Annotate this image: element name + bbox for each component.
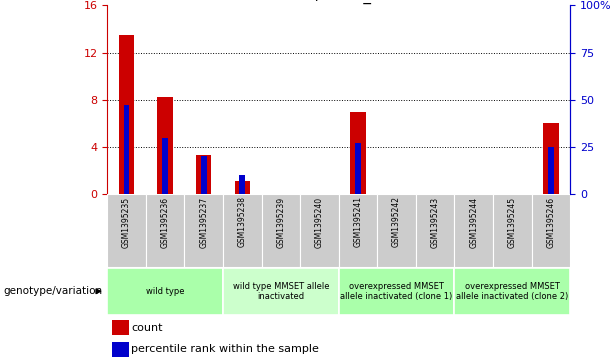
- Bar: [119, 35, 134, 194]
- Text: GSM1395238: GSM1395238: [238, 196, 247, 247]
- Bar: [355, 143, 361, 194]
- Text: GSM1395246: GSM1395246: [546, 196, 555, 248]
- Bar: [107, 268, 223, 315]
- Bar: [338, 194, 377, 267]
- Bar: [223, 194, 262, 267]
- Bar: [107, 194, 146, 267]
- Bar: [112, 320, 129, 335]
- Bar: [146, 194, 185, 267]
- Text: GSM1395239: GSM1395239: [276, 196, 285, 248]
- Bar: [112, 342, 129, 357]
- Bar: [454, 268, 570, 315]
- Bar: [239, 175, 245, 194]
- Bar: [338, 268, 454, 315]
- Text: GSM1395243: GSM1395243: [430, 196, 440, 248]
- Text: GSM1395244: GSM1395244: [469, 196, 478, 248]
- Text: GSM1395237: GSM1395237: [199, 196, 208, 248]
- Bar: [493, 194, 531, 267]
- Bar: [454, 194, 493, 267]
- Bar: [416, 194, 454, 267]
- Bar: [196, 155, 211, 194]
- Text: GSM1395241: GSM1395241: [354, 196, 362, 247]
- Bar: [158, 97, 173, 194]
- Bar: [262, 194, 300, 267]
- Text: GSM1395245: GSM1395245: [508, 196, 517, 248]
- Bar: [300, 194, 338, 267]
- Bar: [223, 268, 338, 315]
- Bar: [377, 194, 416, 267]
- Text: count: count: [131, 323, 163, 333]
- Bar: [350, 111, 366, 194]
- Text: genotype/variation: genotype/variation: [3, 286, 102, 296]
- Bar: [162, 138, 168, 194]
- Bar: [185, 194, 223, 267]
- Text: wild type: wild type: [146, 287, 185, 296]
- Text: GSM1395242: GSM1395242: [392, 196, 401, 247]
- Text: GSM1395240: GSM1395240: [315, 196, 324, 248]
- Bar: [235, 181, 250, 194]
- Bar: [531, 194, 570, 267]
- Bar: [124, 106, 129, 194]
- Text: GSM1395235: GSM1395235: [122, 196, 131, 248]
- Text: percentile rank within the sample: percentile rank within the sample: [131, 344, 319, 354]
- Text: GSM1395236: GSM1395236: [161, 196, 170, 248]
- Text: overexpressed MMSET
allele inactivated (clone 1): overexpressed MMSET allele inactivated (…: [340, 282, 452, 301]
- Bar: [201, 156, 207, 194]
- Bar: [543, 123, 558, 194]
- Bar: [548, 147, 554, 194]
- Title: GDS5219 / ILMN_1654408: GDS5219 / ILMN_1654408: [239, 0, 438, 4]
- Text: overexpressed MMSET
allele inactivated (clone 2): overexpressed MMSET allele inactivated (…: [456, 282, 568, 301]
- Text: wild type MMSET allele
inactivated: wild type MMSET allele inactivated: [232, 282, 329, 301]
